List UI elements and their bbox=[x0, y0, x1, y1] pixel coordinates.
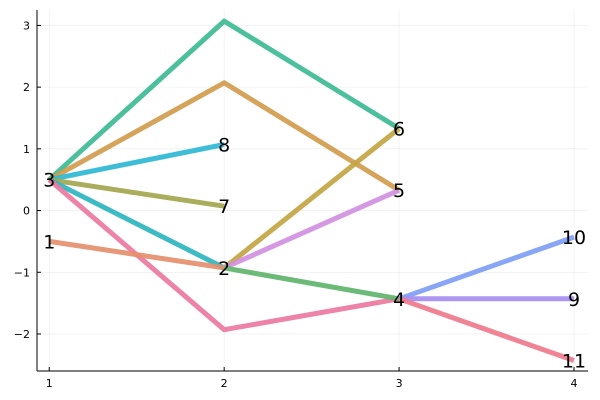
y-tick-label: 3 bbox=[23, 19, 30, 32]
series-line bbox=[47, 80, 401, 193]
node-label: 8 bbox=[218, 135, 230, 157]
node-label: 4 bbox=[393, 289, 405, 311]
x-tick-label: 2 bbox=[221, 377, 228, 390]
series-line bbox=[48, 177, 225, 209]
y-tick-label: 2 bbox=[23, 81, 30, 94]
edges bbox=[47, 18, 575, 363]
grid bbox=[37, 10, 588, 371]
y-tick-label: −2 bbox=[14, 328, 30, 341]
node-label: 3 bbox=[43, 170, 55, 192]
y-tick-label: −1 bbox=[14, 266, 30, 279]
node-label: 10 bbox=[562, 227, 586, 249]
node-label: 2 bbox=[218, 258, 230, 280]
series-line bbox=[48, 177, 226, 271]
y-tick-label: 1 bbox=[23, 143, 30, 156]
y-tick-label: 0 bbox=[23, 205, 30, 218]
node-label: 9 bbox=[568, 289, 580, 311]
axes bbox=[36, 10, 588, 372]
node-labels: 1 3 2 7 8 6 5 4 10 9 11 bbox=[43, 118, 586, 372]
series-line bbox=[48, 238, 225, 271]
x-tick-label: 3 bbox=[396, 377, 403, 390]
x-tick-label: 1 bbox=[46, 377, 53, 390]
node-label: 5 bbox=[393, 180, 405, 202]
series-line bbox=[47, 177, 400, 333]
node-label: 6 bbox=[393, 118, 405, 140]
node-label: 11 bbox=[562, 351, 586, 373]
node-label: 1 bbox=[43, 231, 55, 253]
series-line bbox=[222, 126, 401, 270]
series-line bbox=[47, 18, 401, 182]
x-tick-label: 4 bbox=[571, 377, 578, 390]
series-line bbox=[398, 296, 575, 363]
node-label: 7 bbox=[218, 196, 230, 218]
series-line bbox=[223, 187, 401, 271]
series-line bbox=[223, 265, 400, 302]
series-line bbox=[398, 234, 575, 302]
series-line bbox=[48, 142, 225, 183]
